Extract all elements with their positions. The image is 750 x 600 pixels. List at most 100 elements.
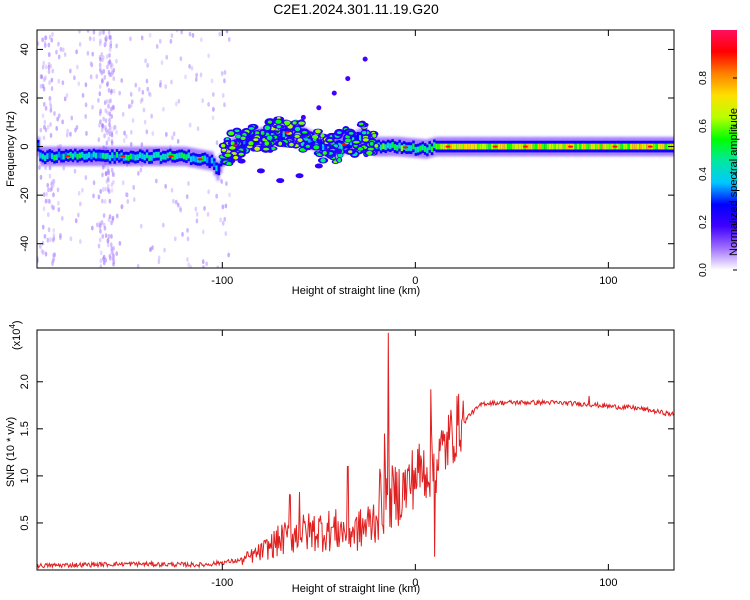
blob-core (327, 138, 333, 142)
blob-core (372, 133, 377, 138)
ridge-core (458, 143, 462, 150)
ridge-core (477, 143, 480, 150)
ridge-core (164, 153, 167, 160)
noise-speck (47, 65, 51, 70)
noise-speck (51, 68, 55, 74)
noise-speck (52, 180, 55, 186)
blob-core (345, 138, 351, 143)
noise-speck (103, 41, 107, 47)
blob-core (235, 134, 241, 139)
ridge-core (470, 143, 473, 150)
noise-speck (43, 35, 47, 41)
noise-speck (195, 218, 199, 224)
noise-speck (57, 113, 61, 119)
noise-speck (191, 32, 195, 38)
blob-core (357, 147, 364, 151)
noise-speck (194, 77, 198, 82)
noise-speck (89, 61, 93, 66)
noise-speck (43, 119, 47, 125)
colorbar-tick-label: 0.6 (698, 119, 709, 133)
ridge-core (384, 144, 387, 151)
colorbar: 0.0 0.2 0.4 0.6 0.8 Normalized spectral ampl… (698, 30, 740, 277)
noise-speck (131, 118, 135, 123)
x-tick-label: 100 (599, 275, 617, 287)
ridge-core (539, 143, 543, 150)
noise-speck (201, 259, 205, 265)
noise-speck (136, 263, 140, 268)
noise-speck (48, 34, 52, 40)
ridge-core (206, 157, 209, 163)
noise-speck (111, 105, 114, 111)
noise-speck (109, 255, 112, 261)
noise-speck (110, 72, 113, 78)
hotspot (120, 155, 126, 158)
noise-speck (203, 205, 206, 211)
noise-speck (205, 261, 208, 267)
noise-speck (155, 44, 159, 49)
noise-speck (78, 41, 82, 47)
blob-core (254, 146, 261, 151)
noise-speck (56, 187, 60, 193)
noise-speck (79, 201, 82, 207)
hotspot (492, 145, 498, 148)
ridge-core (662, 143, 665, 150)
noise-speck (186, 227, 189, 233)
noise-speck (137, 170, 140, 176)
ridge-core (308, 137, 311, 144)
noise-speck (100, 52, 104, 57)
noise-speck (77, 212, 80, 218)
noise-speck (223, 70, 227, 75)
noise-speck (129, 36, 132, 42)
noise-speck (201, 229, 205, 235)
ridge-core (41, 153, 45, 160)
noise-speck (42, 192, 46, 198)
blob-core (292, 121, 297, 125)
noise-speck (70, 115, 74, 121)
noise-speck (52, 228, 55, 233)
ridge-core (465, 143, 469, 150)
spectrogram-frame (36, 29, 675, 269)
blob-core (248, 141, 254, 146)
noise-speck (140, 142, 144, 148)
ridge-core (349, 139, 353, 146)
ridge-core (192, 155, 195, 162)
noise-speck (106, 242, 110, 248)
ridge-core (627, 143, 631, 150)
ridge-core (104, 153, 107, 160)
ridge-core (76, 153, 79, 160)
noise-speck (188, 122, 192, 128)
spectrogram-heatmap (37, 30, 674, 268)
ridge-core (602, 143, 605, 150)
ridge-core (641, 143, 645, 150)
ridge-core (157, 151, 160, 158)
blob-core (264, 125, 271, 131)
noise-speck (176, 202, 180, 208)
noise-speck (44, 165, 47, 171)
noise-speck (47, 187, 50, 193)
noise-speck (105, 140, 109, 146)
upper-branch-blob (316, 105, 322, 111)
blob-core (367, 147, 374, 151)
spectrogram-x-ticks: -100 0 100 (211, 30, 618, 287)
upper-branch-blob (300, 114, 306, 120)
noise-speck (104, 233, 108, 239)
ridge-core (185, 154, 188, 161)
ridge-core (528, 143, 531, 150)
noise-speck (43, 233, 47, 239)
noise-speck (97, 137, 101, 143)
noise-speck (57, 78, 61, 84)
noise-speck (69, 131, 72, 137)
ridge-core (187, 152, 191, 159)
noise-speck (201, 98, 204, 103)
blob-core (366, 150, 373, 156)
noise-speck (162, 106, 165, 112)
noise-speck (102, 116, 105, 122)
noise-speck (110, 182, 114, 188)
noise-speck (44, 64, 48, 70)
noise-speck (173, 236, 177, 242)
ridge-core (201, 155, 204, 162)
noise-speck (172, 198, 175, 204)
noise-speck (110, 88, 113, 94)
noise-speck (42, 135, 46, 141)
blob-core (226, 161, 232, 166)
